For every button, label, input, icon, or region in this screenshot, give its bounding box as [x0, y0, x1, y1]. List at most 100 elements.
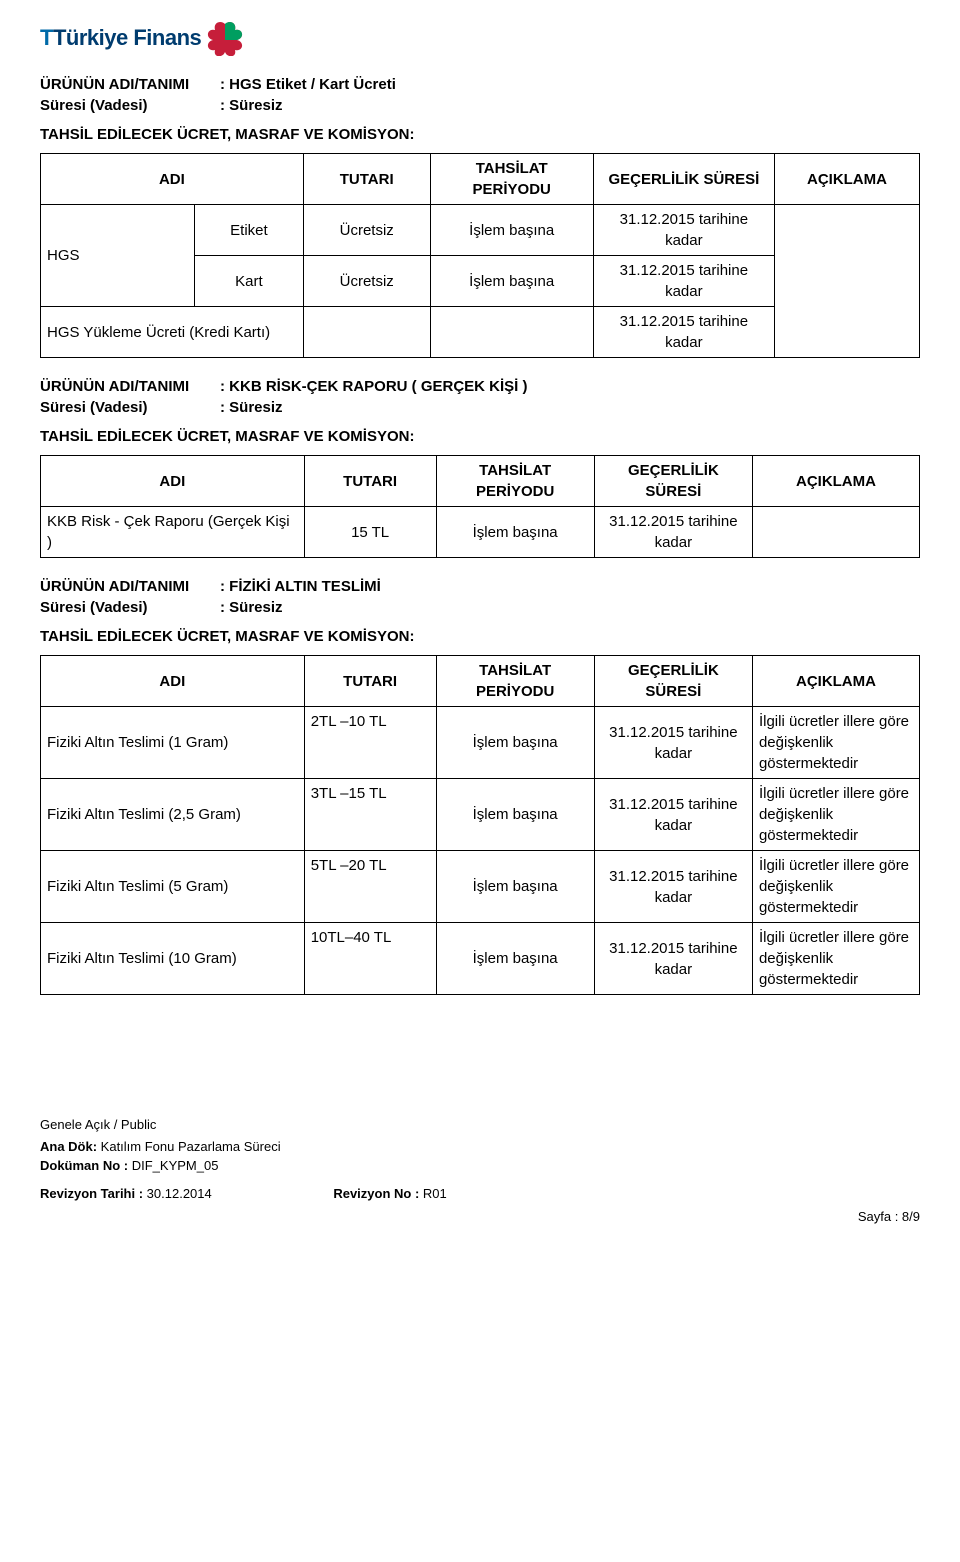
cell-aciklama: İlgili ücretler illere göre değişkenlik …: [752, 779, 919, 851]
th-adi: ADI: [41, 656, 305, 707]
cell-tutari: 15 TL: [304, 507, 436, 558]
cell-tutari: Ücretsiz: [303, 205, 430, 256]
cell-suresi: 31.12.2015 tarihine kadar: [593, 256, 774, 307]
cell-suresi: 31.12.2015 tarihine kadar: [593, 205, 774, 256]
table-row: Fiziki Altın Teslimi (10 Gram) 10TL–40 T…: [41, 923, 920, 995]
sure-label-3: Süresi (Vadesi): [40, 597, 220, 618]
section-title-3: TAHSİL EDİLECEK ÜCRET, MASRAF VE KOMİSYO…: [40, 626, 920, 647]
cell-adi: Fiziki Altın Teslimi (1 Gram): [41, 707, 305, 779]
sure-value-1: : Süresiz: [220, 95, 283, 116]
cell-suresi: 31.12.2015 tarihine kadar: [594, 507, 752, 558]
urun-label-2: ÜRÜNÜN ADI/TANIMI: [40, 376, 220, 397]
footer-rev-row: Revizyon Tarihi : 30.12.2014 Revizyon No…: [40, 1184, 920, 1204]
th-periyod: TAHSİLAT PERİYODU: [436, 456, 594, 507]
cell-periyod: İşlem başına: [436, 851, 594, 923]
clover-icon: [205, 20, 245, 56]
sure-value-2: : Süresiz: [220, 397, 283, 418]
table-3: ADI TUTARI TAHSİLAT PERİYODU GEÇERLİLİK …: [40, 655, 920, 995]
cell-suresi: 31.12.2015 tarihine kadar: [594, 779, 752, 851]
footer-ana-dok: Ana Dök: Katılım Fonu Pazarlama Süreci: [40, 1137, 920, 1157]
table-header-row: ADI TUTARI TAHSİLAT PERİYODU GEÇERLİLİK …: [41, 154, 920, 205]
dokuman-label: Doküman No :: [40, 1158, 128, 1173]
urun-label-3: ÜRÜNÜN ADI/TANIMI: [40, 576, 220, 597]
ana-dok-label: Ana Dök:: [40, 1139, 97, 1154]
cell-hgs: HGS: [41, 205, 195, 307]
cell-periyod: İşlem başına: [430, 256, 593, 307]
sure-label-2: Süresi (Vadesi): [40, 397, 220, 418]
table-row: Fiziki Altın Teslimi (2,5 Gram) 3TL –15 …: [41, 779, 920, 851]
th-periyod: TAHSİLAT PERİYODU: [430, 154, 593, 205]
rev-tarih: Revizyon Tarihi : 30.12.2014: [40, 1184, 333, 1204]
cell-tutari: Ücretsiz: [303, 256, 430, 307]
footer: Genele Açık / Public Ana Dök: Katılım Fo…: [40, 1115, 920, 1227]
cell-tutari: 3TL –15 TL: [304, 779, 436, 851]
th-adi: ADI: [41, 456, 305, 507]
table-2: ADI TUTARI TAHSİLAT PERİYODU GEÇERLİLİK …: [40, 455, 920, 558]
cell-aciklama: [752, 507, 919, 558]
cell-suresi: 31.12.2015 tarihine kadar: [594, 851, 752, 923]
product-block-1: ÜRÜNÜN ADI/TANIMI : HGS Etiket / Kart Üc…: [40, 74, 920, 116]
ana-dok-value: Katılım Fonu Pazarlama Süreci: [97, 1139, 281, 1154]
th-suresi: GEÇERLİLİK SÜRESİ: [593, 154, 774, 205]
th-suresi: GEÇERLİLİK SÜRESİ: [594, 456, 752, 507]
cell-suresi: 31.12.2015 tarihine kadar: [594, 923, 752, 995]
th-aciklama: AÇIKLAMA: [774, 154, 919, 205]
cell-tutari: 5TL –20 TL: [304, 851, 436, 923]
th-adi: ADI: [41, 154, 304, 205]
urun-value-1: : HGS Etiket / Kart Ücreti: [220, 74, 396, 95]
cell-tutari: 2TL –10 TL: [304, 707, 436, 779]
th-tutari: TUTARI: [304, 456, 436, 507]
cell-aciklama: İlgili ücretler illere göre değişkenlik …: [752, 707, 919, 779]
cell-aciklama: [774, 205, 919, 358]
th-aciklama: AÇIKLAMA: [752, 456, 919, 507]
cell-sub: Etiket: [195, 205, 304, 256]
logo-text: TTürkiye Finans: [40, 23, 201, 54]
cell-suresi: 31.12.2015 tarihine kadar: [594, 707, 752, 779]
cell-periyod: İşlem başına: [430, 205, 593, 256]
sure-label-1: Süresi (Vadesi): [40, 95, 220, 116]
cell-adi: HGS Yükleme Ücreti (Kredi Kartı): [41, 307, 304, 358]
page-number: Sayfa : 8/9: [40, 1207, 920, 1227]
product-block-2: ÜRÜNÜN ADI/TANIMI : KKB RİSK-ÇEK RAPORU …: [40, 376, 920, 418]
cell-periyod: İşlem başına: [436, 779, 594, 851]
table-row: Fiziki Altın Teslimi (1 Gram) 2TL –10 TL…: [41, 707, 920, 779]
th-aciklama: AÇIKLAMA: [752, 656, 919, 707]
dokuman-value: DIF_KYPM_05: [128, 1158, 218, 1173]
footer-dokuman: Doküman No : DIF_KYPM_05: [40, 1156, 920, 1176]
sure-value-3: : Süresiz: [220, 597, 283, 618]
section-title-2: TAHSİL EDİLECEK ÜCRET, MASRAF VE KOMİSYO…: [40, 426, 920, 447]
cell-suresi: 31.12.2015 tarihine kadar: [593, 307, 774, 358]
cell-adi: Fiziki Altın Teslimi (5 Gram): [41, 851, 305, 923]
section-title-1: TAHSİL EDİLECEK ÜCRET, MASRAF VE KOMİSYO…: [40, 124, 920, 145]
cell-aciklama: İlgili ücretler illere göre değişkenlik …: [752, 923, 919, 995]
rev-tarih-value: 30.12.2014: [143, 1186, 212, 1201]
cell-adi: KKB Risk - Çek Raporu (Gerçek Kişi ): [41, 507, 305, 558]
urun-value-2: : KKB RİSK-ÇEK RAPORU ( GERÇEK KİŞİ ): [220, 376, 528, 397]
table-1: ADI TUTARI TAHSİLAT PERİYODU GEÇERLİLİK …: [40, 153, 920, 358]
th-suresi: GEÇERLİLİK SÜRESİ: [594, 656, 752, 707]
rev-no-value: R01: [419, 1186, 446, 1201]
th-periyod: TAHSİLAT PERİYODU: [436, 656, 594, 707]
cell-periyod: [430, 307, 593, 358]
table-header-row: ADI TUTARI TAHSİLAT PERİYODU GEÇERLİLİK …: [41, 456, 920, 507]
table-row: HGS Etiket Ücretsiz İşlem başına 31.12.2…: [41, 205, 920, 256]
table-row: Fiziki Altın Teslimi (5 Gram) 5TL –20 TL…: [41, 851, 920, 923]
product-block-3: ÜRÜNÜN ADI/TANIMI : FİZİKİ ALTIN TESLİMİ…: [40, 576, 920, 618]
th-tutari: TUTARI: [304, 656, 436, 707]
cell-periyod: İşlem başına: [436, 923, 594, 995]
cell-tutari: [303, 307, 430, 358]
logo: TTürkiye Finans: [40, 20, 920, 56]
cell-periyod: İşlem başına: [436, 707, 594, 779]
table-header-row: ADI TUTARI TAHSİLAT PERİYODU GEÇERLİLİK …: [41, 656, 920, 707]
rev-no: Revizyon No : R01: [333, 1184, 626, 1204]
urun-label-1: ÜRÜNÜN ADI/TANIMI: [40, 74, 220, 95]
cell-adi: Fiziki Altın Teslimi (10 Gram): [41, 923, 305, 995]
rev-no-label: Revizyon No :: [333, 1186, 419, 1201]
cell-sub: Kart: [195, 256, 304, 307]
urun-value-3: : FİZİKİ ALTIN TESLİMİ: [220, 576, 381, 597]
cell-aciklama: İlgili ücretler illere göre değişkenlik …: [752, 851, 919, 923]
rev-tarih-label: Revizyon Tarihi :: [40, 1186, 143, 1201]
th-tutari: TUTARI: [303, 154, 430, 205]
cell-tutari: 10TL–40 TL: [304, 923, 436, 995]
cell-periyod: İşlem başına: [436, 507, 594, 558]
